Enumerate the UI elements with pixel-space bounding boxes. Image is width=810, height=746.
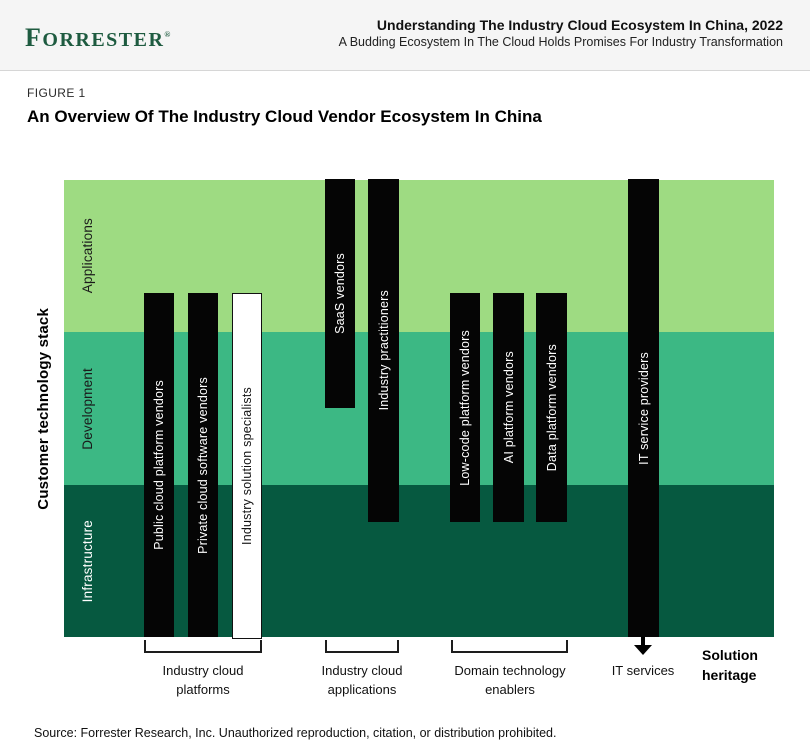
vendor-bar-label: Data platform vendors bbox=[544, 343, 559, 472]
vendor-bar-private-cloud-software: Private cloud software vendors bbox=[188, 293, 218, 637]
stack-axis-label: Customer technology stack bbox=[34, 307, 52, 510]
group-label-industry-cloud-platforms: Industry cloud platforms bbox=[128, 661, 278, 699]
forrester-logo-initial: F bbox=[25, 23, 43, 52]
vendor-bar-label: Industry solution specialists bbox=[240, 387, 254, 545]
band-infrastructure-label-box: Infrastructure bbox=[72, 485, 102, 637]
group-label-line: Domain technology bbox=[454, 663, 566, 678]
report-subtitle: A Budding Ecosystem In The Cloud Holds P… bbox=[338, 35, 783, 49]
vendor-bar-public-cloud-platform: Public cloud platform vendors bbox=[144, 293, 174, 637]
vendor-bar-ai-platform: AI platform vendors bbox=[493, 293, 524, 522]
vendor-bar-label: Industry practitioners bbox=[376, 290, 391, 411]
bracket-domain-technology-enablers bbox=[451, 640, 568, 653]
band-applications-label-box: Applications bbox=[72, 180, 102, 332]
group-label-industry-cloud-applications: Industry cloud applications bbox=[287, 661, 437, 699]
group-label-it-services: IT services bbox=[568, 661, 718, 680]
group-label-line: IT services bbox=[611, 663, 675, 678]
registered-trademark-icon: ® bbox=[164, 30, 171, 39]
down-arrow-stem bbox=[641, 637, 645, 645]
vendor-bar-label: SaaS vendors bbox=[333, 253, 347, 334]
bracket-industry-cloud-platforms bbox=[144, 640, 262, 653]
figure-label: FIGURE 1 bbox=[27, 86, 86, 100]
solution-heritage-label: Solution heritage bbox=[702, 645, 758, 685]
band-applications-label: Applications bbox=[79, 218, 95, 294]
vendor-bar-industry-practitioners: Industry practitioners bbox=[368, 179, 399, 522]
vendor-bar-label: Private cloud software vendors bbox=[196, 376, 210, 554]
bracket-industry-cloud-applications bbox=[325, 640, 399, 653]
vendor-bar-label: Public cloud platform vendors bbox=[152, 380, 166, 550]
forrester-logo-rest: ORRESTER bbox=[42, 29, 165, 51]
vendor-bar-industry-solution-specialists: Industry solution specialists bbox=[232, 293, 262, 639]
band-development-label: Development bbox=[79, 367, 95, 450]
report-header: FORRESTER® Understanding The Industry Cl… bbox=[0, 0, 810, 71]
group-label-line: Industry cloud bbox=[321, 663, 403, 678]
vendor-bar-label: IT service providers bbox=[636, 351, 651, 465]
report-title: Understanding The Industry Cloud Ecosyst… bbox=[376, 17, 783, 33]
stack-axis-label-box: Customer technology stack bbox=[30, 180, 56, 637]
source-attribution: Source: Forrester Research, Inc. Unautho… bbox=[34, 726, 557, 740]
down-arrow-icon bbox=[634, 645, 652, 655]
group-label-line: Industry cloud bbox=[162, 663, 244, 678]
vendor-bar-saas: SaaS vendors bbox=[325, 179, 355, 408]
group-label-line: enablers bbox=[485, 682, 535, 697]
vendor-bar-data-platform: Data platform vendors bbox=[536, 293, 567, 522]
group-label-line: applications bbox=[327, 682, 397, 697]
group-label-line: platforms bbox=[176, 682, 230, 697]
vendor-bar-label: Low-code platform vendors bbox=[458, 329, 472, 486]
vendor-bar-it-service-providers: IT service providers bbox=[628, 179, 659, 637]
solution-heritage-line: heritage bbox=[702, 667, 757, 683]
vendor-bar-label: AI platform vendors bbox=[501, 351, 516, 464]
group-label-domain-technology-enablers: Domain technology enablers bbox=[435, 661, 585, 699]
figure-title: An Overview Of The Industry Cloud Vendor… bbox=[27, 107, 542, 126]
band-development-label-box: Development bbox=[72, 332, 102, 485]
report-title-block: Understanding The Industry Cloud Ecosyst… bbox=[339, 16, 783, 51]
band-infrastructure-label: Infrastructure bbox=[79, 519, 95, 603]
vendor-bar-low-code-platform: Low-code platform vendors bbox=[450, 293, 480, 522]
forrester-logo: FORRESTER® bbox=[25, 22, 170, 53]
solution-heritage-line: Solution bbox=[702, 647, 758, 663]
